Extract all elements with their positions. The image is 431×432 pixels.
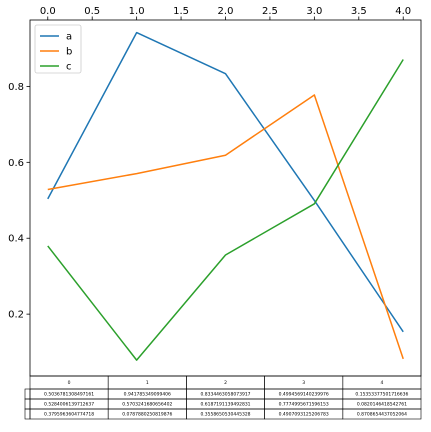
table-cell-text: 0.8708654437052064 <box>357 412 407 418</box>
y-tick-label: 0.2 <box>8 310 24 321</box>
table-cell-text: 0.0787880250819876 <box>122 412 172 418</box>
x-axis: 0.0 0.5 1.0 1.5 2.0 2.5 3.0 3.5 4.0 <box>40 6 411 20</box>
data-table: 0 1 2 3 4 0.5036781308497161 0.941785349099406… <box>24 375 422 420</box>
table-cell <box>342 408 422 420</box>
table-cell-text: 0.0820146418542761 <box>357 402 407 408</box>
table-col-label: 4 <box>380 380 383 386</box>
table-cell-text: 0.6187191139492831 <box>200 402 250 408</box>
table-row-label-cell <box>24 398 31 410</box>
legend-label-b: b <box>66 47 72 58</box>
series-line-a <box>47 31 404 333</box>
series-line-b <box>47 94 404 360</box>
table-col-label: 0 <box>68 380 71 386</box>
table-cell-text: 0.5284006139712637 <box>44 402 94 408</box>
x-tick-label: 3.0 <box>306 6 322 17</box>
x-tick-label: 1.0 <box>129 6 145 17</box>
series-line-c <box>47 59 404 361</box>
x-tick-label: 0.0 <box>40 6 56 17</box>
x-tick-label: 4.0 <box>395 6 411 17</box>
plot-area <box>29 19 422 377</box>
series-lines <box>47 31 404 361</box>
table-cell-text: 0.4994569140239976 <box>279 392 329 398</box>
table-row-label-cell <box>24 408 31 420</box>
legend-label-a: a <box>66 32 72 43</box>
y-tick-label: 0.6 <box>8 158 24 169</box>
x-tick-label: 3.5 <box>351 6 367 17</box>
x-tick-label: 2.0 <box>218 6 234 17</box>
table-cell-text: 0.941785349099406 <box>124 392 171 398</box>
table-cell-text: 0.4907093125206783 <box>279 412 329 418</box>
x-tick-label: 1.5 <box>173 6 189 17</box>
table-row-label-cell <box>24 388 31 400</box>
legend-box <box>34 24 82 74</box>
legend: abc <box>34 24 82 74</box>
table-cell-text: 0.5036781308497161 <box>44 392 94 398</box>
y-tick-label: 0.8 <box>8 82 24 93</box>
y-axis: 0.2 0.4 0.6 0.8 <box>8 82 30 321</box>
table-col-label: 3 <box>302 380 305 386</box>
table-cell-text: 0.3795963604774718 <box>44 412 94 418</box>
y-tick-label: 0.4 <box>8 234 24 245</box>
table-cell-text: 0.5703241680656402 <box>122 402 172 408</box>
legend-label-c: c <box>66 62 72 73</box>
x-tick-label: 2.5 <box>262 6 278 17</box>
table-cell-text: 0.8334463058073917 <box>200 392 250 398</box>
table-col-label: 2 <box>224 380 227 386</box>
table-cell-text: 0.15353377501716636 <box>355 392 408 398</box>
table-cell-text: 0.7774995671596153 <box>279 402 329 408</box>
table-cell-text: 0.3558650530445328 <box>200 412 250 418</box>
x-tick-label: 0.5 <box>84 6 100 17</box>
table-col-label: 1 <box>146 380 149 386</box>
